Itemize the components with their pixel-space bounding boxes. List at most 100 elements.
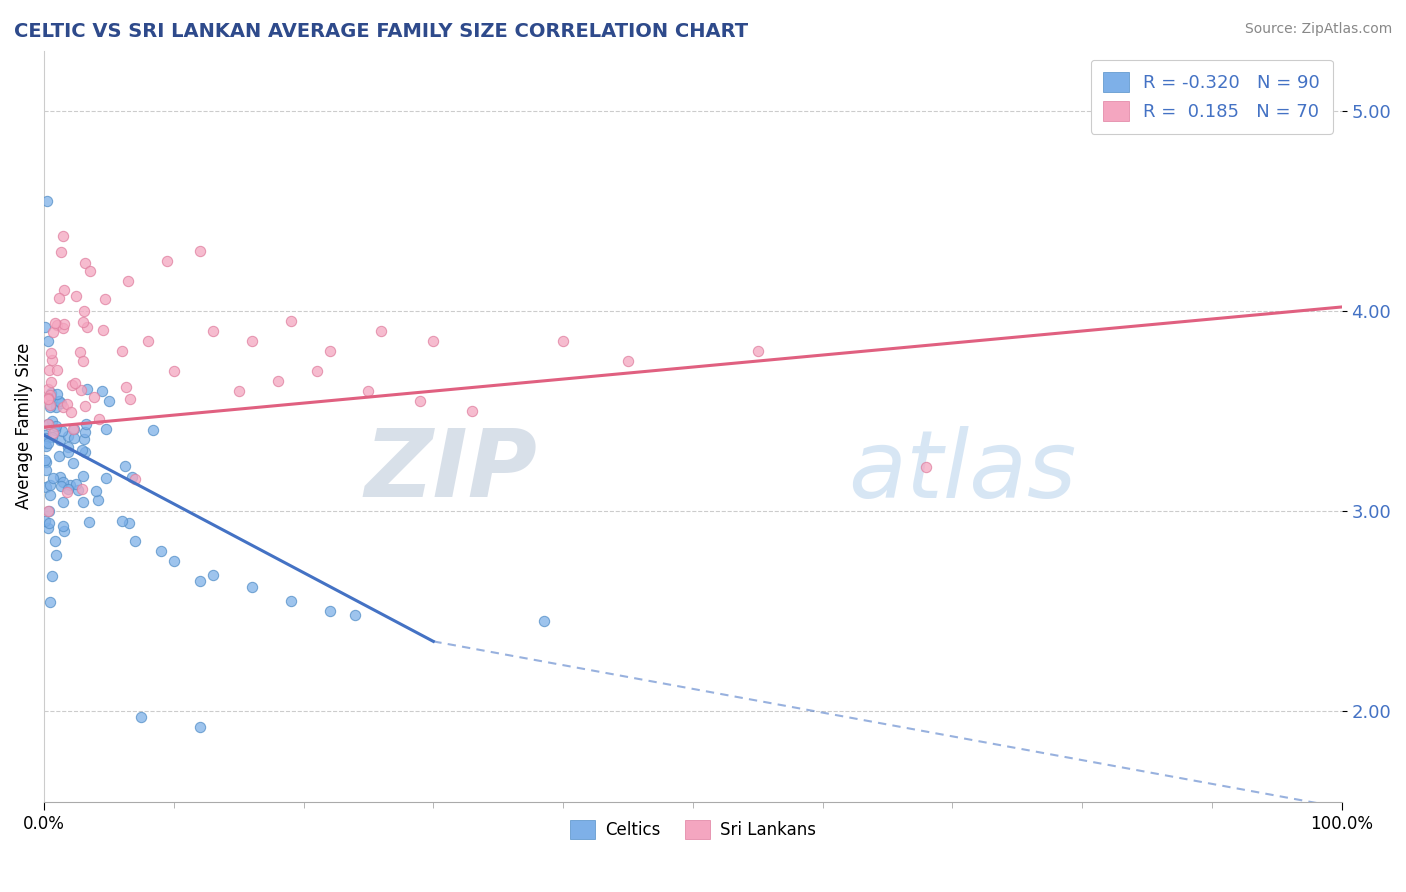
Point — [98, 393, 121, 408]
Point — [42, 425, 65, 440]
Point — [59, 478, 82, 492]
Point — [34, 427, 56, 442]
Point — [37, 521, 59, 535]
Point — [53, 318, 76, 332]
Point — [73, 399, 96, 413]
Point — [39, 387, 62, 401]
Point — [41, 568, 63, 582]
Point — [41, 430, 63, 444]
Point — [73, 432, 96, 446]
Point — [35, 480, 58, 494]
Point — [617, 354, 640, 368]
Point — [461, 404, 484, 418]
Point — [318, 344, 340, 359]
Point — [37, 382, 59, 396]
Point — [163, 364, 186, 378]
Point — [72, 354, 94, 368]
Point — [124, 534, 146, 549]
Point — [72, 495, 94, 509]
Point — [72, 469, 94, 483]
Point — [94, 471, 117, 485]
Point — [65, 476, 87, 491]
Point — [38, 488, 60, 502]
Point — [48, 394, 70, 409]
Point — [79, 264, 101, 278]
Point — [409, 394, 432, 409]
Point — [44, 316, 66, 330]
Point — [45, 419, 67, 434]
Point — [58, 429, 80, 443]
Point — [136, 334, 159, 348]
Point — [45, 318, 67, 332]
Point — [240, 580, 263, 594]
Point — [46, 387, 69, 401]
Point — [228, 384, 250, 398]
Point — [41, 353, 63, 368]
Point — [35, 439, 58, 453]
Point — [51, 396, 73, 410]
Point — [89, 411, 111, 425]
Point — [149, 544, 172, 558]
Point — [35, 462, 58, 476]
Point — [37, 391, 59, 405]
Point — [60, 404, 83, 418]
Point — [280, 314, 302, 328]
Point — [188, 244, 211, 258]
Y-axis label: Average Family Size: Average Family Size — [15, 343, 32, 509]
Point — [55, 484, 77, 499]
Point — [52, 475, 75, 490]
Point — [357, 384, 380, 398]
Point — [37, 436, 59, 450]
Point — [44, 423, 66, 437]
Point — [163, 554, 186, 568]
Point — [318, 604, 340, 618]
Point — [188, 574, 211, 589]
Text: Source: ZipAtlas.com: Source: ZipAtlas.com — [1244, 22, 1392, 37]
Point — [121, 470, 143, 484]
Point — [72, 315, 94, 329]
Point — [37, 504, 59, 518]
Point — [46, 362, 69, 376]
Point — [73, 445, 96, 459]
Point — [75, 425, 97, 440]
Legend: Celtics, Sri Lankans: Celtics, Sri Lankans — [562, 814, 823, 846]
Point — [52, 524, 75, 539]
Point — [37, 417, 59, 432]
Point — [41, 414, 63, 428]
Point — [39, 595, 62, 609]
Point — [73, 304, 96, 318]
Point — [38, 398, 60, 412]
Text: atlas: atlas — [848, 425, 1077, 516]
Point — [915, 460, 938, 475]
Point — [62, 456, 84, 470]
Point — [56, 440, 79, 454]
Point — [34, 514, 56, 528]
Point — [52, 320, 75, 334]
Point — [35, 455, 58, 469]
Point — [90, 384, 112, 399]
Point — [124, 472, 146, 486]
Point — [39, 390, 62, 404]
Point — [35, 194, 58, 208]
Point — [118, 392, 141, 406]
Point — [76, 382, 98, 396]
Point — [111, 344, 134, 359]
Point — [73, 256, 96, 270]
Point — [52, 518, 75, 533]
Point — [305, 364, 328, 378]
Point — [48, 291, 70, 305]
Point — [111, 514, 134, 528]
Point — [39, 345, 62, 359]
Point — [69, 384, 91, 398]
Point — [38, 363, 60, 377]
Point — [551, 334, 574, 348]
Point — [114, 380, 136, 394]
Point — [34, 452, 56, 467]
Point — [56, 397, 79, 411]
Point — [240, 334, 263, 348]
Point — [370, 324, 392, 338]
Point — [118, 516, 141, 530]
Point — [142, 423, 165, 437]
Point — [51, 479, 73, 493]
Point — [48, 450, 70, 464]
